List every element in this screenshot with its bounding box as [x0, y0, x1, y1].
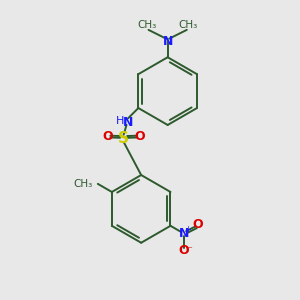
- Text: O: O: [134, 130, 145, 143]
- Text: O: O: [178, 244, 189, 257]
- Text: O: O: [102, 130, 113, 143]
- Text: CH₃: CH₃: [179, 20, 198, 30]
- Text: N: N: [123, 116, 133, 129]
- Text: +: +: [184, 225, 191, 234]
- Text: O: O: [193, 218, 203, 231]
- Text: CH₃: CH₃: [137, 20, 157, 30]
- Text: ⁻: ⁻: [186, 245, 192, 255]
- Text: S: S: [118, 131, 129, 146]
- Text: N: N: [178, 227, 189, 240]
- Text: CH₃: CH₃: [73, 179, 92, 189]
- Text: H: H: [116, 116, 124, 126]
- Text: N: N: [163, 34, 173, 48]
